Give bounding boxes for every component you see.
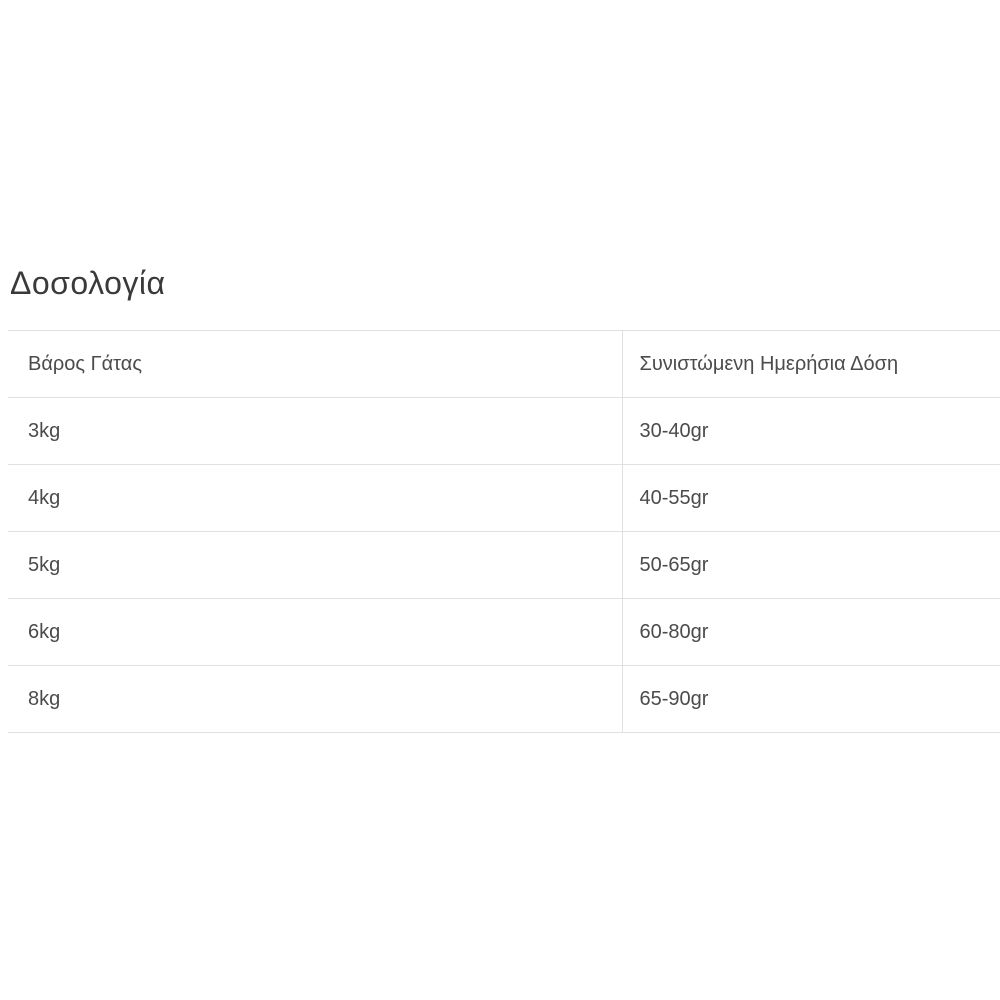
page-title: Δοσολογία [10,265,166,301]
daily-dose-cell: 60-80gr [621,598,1000,666]
column-header-daily-dose: Συνιστώμενη Ημερήσια Δόση [621,330,1000,398]
header-row: Βάρος Γάτας Συνιστώμενη Ημερήσια Δόση [8,330,1000,398]
cat-weight-cell: 4kg [8,464,622,532]
cat-weight-cell: 8kg [8,665,622,733]
table-row: 3kg 30-40gr [8,397,1000,465]
dosage-table-body: 3kg 30-40gr 4kg 40-55gr 5kg 50-65gr 6kg … [8,397,1000,733]
dosage-table-header: Βάρος Γάτας Συνιστώμενη Ημερήσια Δόση [8,330,1000,398]
table-row: 8kg 65-90gr [8,665,1000,733]
daily-dose-cell: 40-55gr [621,464,1000,532]
table-row: 6kg 60-80gr [8,598,1000,666]
table-row: 5kg 50-65gr [8,531,1000,599]
table-row: 4kg 40-55gr [8,464,1000,532]
daily-dose-cell: 30-40gr [621,397,1000,465]
daily-dose-cell: 65-90gr [621,665,1000,733]
column-header-cat-weight: Βάρος Γάτας [8,330,622,398]
dosage-table: Βάρος Γάτας Συνιστώμενη Ημερήσια Δόση 3k… [8,330,1000,733]
daily-dose-cell: 50-65gr [621,531,1000,599]
cat-weight-cell: 5kg [8,531,622,599]
cat-weight-cell: 6kg [8,598,622,666]
cat-weight-cell: 3kg [8,397,622,465]
